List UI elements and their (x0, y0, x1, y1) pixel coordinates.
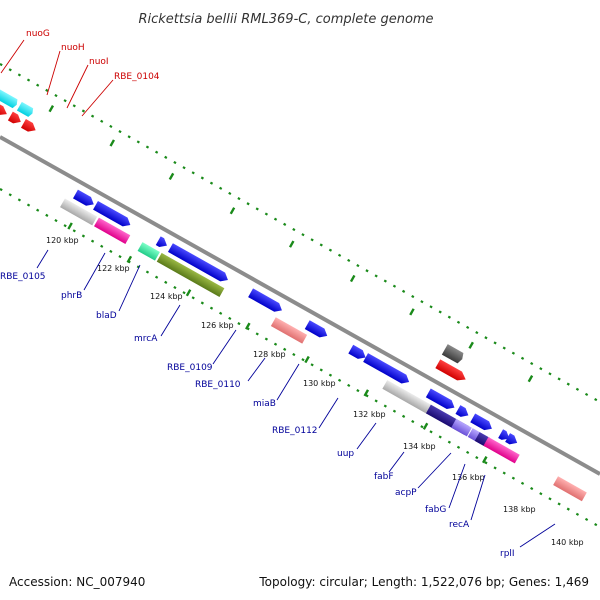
gene-feature[interactable] (483, 437, 520, 464)
gene-feature[interactable] (73, 189, 96, 209)
tick-label: 122 kbp (97, 264, 130, 273)
gene-feature[interactable] (553, 476, 587, 502)
tick-label: 134 kbp (403, 442, 436, 451)
gene-feature[interactable] (470, 413, 494, 434)
gene-label[interactable]: nuoG (26, 29, 50, 39)
inner-tick-marks (67, 222, 488, 464)
gene-feature[interactable] (16, 101, 35, 118)
gene-feature[interactable] (93, 200, 133, 229)
gene-feature[interactable] (425, 388, 457, 411)
gene-feature[interactable] (505, 433, 519, 447)
gene-label[interactable]: RBE_0105 (0, 272, 46, 282)
gene-label[interactable]: acpP (395, 488, 417, 498)
gene-feature[interactable] (441, 344, 465, 364)
gene-label[interactable]: RBE_0109 (167, 363, 213, 373)
inner-dotted-ring (0, 188, 600, 528)
gene-label[interactable]: fabF (374, 472, 394, 482)
outer-tick-marks (48, 105, 534, 383)
gene-feature[interactable] (304, 320, 330, 340)
gene-label[interactable]: mrcA (134, 334, 158, 344)
gene-label[interactable]: fabG (425, 505, 446, 515)
tick-label: 124 kbp (150, 292, 183, 301)
gene-feature[interactable] (382, 380, 432, 414)
gene-feature[interactable] (435, 359, 468, 383)
genome-summary-text: Topology: circular; Length: 1,522,076 bp… (258, 575, 589, 589)
gene-feature[interactable] (137, 242, 160, 261)
gene-feature[interactable] (156, 252, 225, 297)
gene-label[interactable]: RBE_0112 (272, 426, 318, 436)
gene-feature[interactable] (455, 405, 470, 420)
gene-label[interactable]: nuoH (61, 43, 85, 53)
gene-feature[interactable] (20, 119, 38, 135)
gene-feature[interactable] (167, 243, 230, 284)
tick-label: 126 kbp (201, 321, 234, 330)
tick-label: 132 kbp (353, 410, 386, 419)
tick-label: 120 kbp (46, 236, 79, 245)
tick-label: 130 kbp (303, 379, 336, 388)
gene-feature[interactable] (451, 418, 472, 437)
gene-label[interactable]: phrB (61, 291, 82, 301)
gene-feature[interactable] (60, 198, 98, 226)
gene-feature[interactable] (248, 288, 284, 314)
tick-label: 138 kbp (503, 505, 536, 514)
gene-feature[interactable] (94, 217, 131, 244)
accession-text: Accession: NC_007940 (9, 575, 145, 589)
gene-label[interactable]: recA (449, 520, 470, 530)
gene-label[interactable]: RBE_0104 (114, 72, 160, 82)
tick-labels: 120 kbp 122 kbp 124 kbp 126 kbp 128 kbp … (46, 236, 584, 547)
gene-feature[interactable] (155, 236, 170, 250)
tick-label: 140 kbp (551, 538, 584, 547)
genome-backbone (0, 135, 600, 476)
inner-gene-labels (36, 249, 556, 548)
gene-feature[interactable] (363, 353, 411, 386)
map-title: Rickettsia bellii RML369-C, complete gen… (138, 12, 433, 27)
gene-label[interactable]: uup (337, 449, 354, 459)
gene-feature[interactable] (0, 81, 19, 109)
gene-feature[interactable] (348, 344, 368, 362)
outer-feature-row (0, 81, 468, 383)
tick-label: 128 kbp (253, 350, 286, 359)
gene-feature[interactable] (7, 111, 23, 127)
outer-gene-labels (0, 39, 114, 117)
outer-dotted-ring (0, 63, 600, 403)
gene-feature[interactable] (498, 429, 512, 443)
inner-feature-row (60, 189, 587, 502)
tick-label: 136 kbp (452, 473, 485, 482)
gene-label[interactable]: blaD (96, 311, 117, 321)
gene-label[interactable]: rplI (500, 549, 515, 559)
gene-feature[interactable] (270, 317, 308, 344)
gene-label[interactable]: nuoI (89, 57, 109, 67)
gene-label[interactable]: RBE_0110 (195, 380, 241, 390)
gene-label[interactable]: miaB (253, 399, 276, 409)
